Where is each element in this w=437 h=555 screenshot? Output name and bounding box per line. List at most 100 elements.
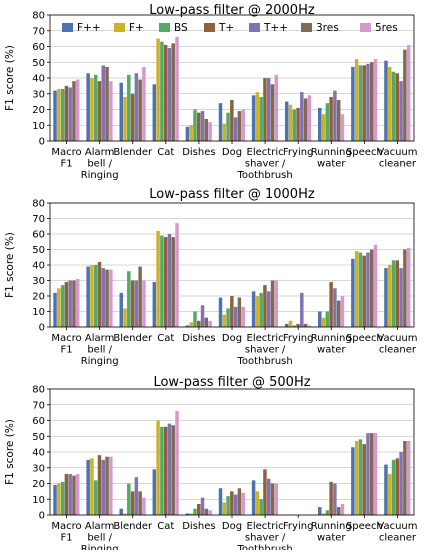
legend-label: F+ <box>129 22 144 34</box>
bar-F+ <box>222 314 227 327</box>
bar-T+ <box>395 73 400 141</box>
bar-T+ <box>97 455 102 515</box>
y-tick-label: 50 <box>32 58 45 69</box>
y-tick-label: 20 <box>32 105 45 116</box>
x-tick-label-line: bell / <box>87 533 112 544</box>
y-axis-label: F1 score (%) <box>4 45 16 111</box>
bar-5res <box>109 269 113 327</box>
x-tick-label-line: cleaner <box>379 533 417 544</box>
bar-5res <box>175 411 179 515</box>
bar-T++ <box>333 90 337 141</box>
bar-T++ <box>167 423 172 515</box>
bar-3res <box>138 491 142 515</box>
x-tick-label-line: Frying <box>283 521 314 532</box>
bar-BS <box>60 481 65 515</box>
bar-T+ <box>395 260 400 327</box>
y-axis-label: F1 score (%) <box>4 232 16 298</box>
x-tick-label-line: Dog <box>222 147 242 158</box>
bar-F+ <box>288 320 293 327</box>
bar-5res <box>208 122 212 141</box>
bar-5res <box>208 510 212 515</box>
bar-F++ <box>251 480 256 515</box>
bar-5res <box>307 95 312 141</box>
bar-T++ <box>333 483 337 515</box>
bar-3res <box>171 237 175 327</box>
bar-3res <box>237 488 242 515</box>
bar-F+ <box>288 104 293 141</box>
y-tick-label: 40 <box>32 448 45 459</box>
y-tick-label: 30 <box>32 276 45 287</box>
bar-F+ <box>189 322 193 327</box>
bar-F+ <box>222 123 227 141</box>
y-tick-label: 80 <box>32 385 45 396</box>
bar-F++ <box>251 95 256 141</box>
bar-BS <box>259 96 263 141</box>
bar-5res <box>241 306 245 327</box>
bar-T+ <box>64 282 69 327</box>
bar-3res <box>403 249 407 327</box>
bar-3res <box>270 84 275 141</box>
x-tick-label-line: Speech <box>346 333 383 344</box>
x-tick-label: Cat <box>157 147 174 158</box>
bar-5res <box>274 74 279 141</box>
bar-T++ <box>134 477 139 515</box>
bar-BS <box>358 439 363 515</box>
bar-BS <box>226 496 230 515</box>
bar-T+ <box>130 491 135 515</box>
x-tick-label: Macro F1 <box>51 333 81 356</box>
bar-T+ <box>362 65 366 141</box>
bar-T++ <box>101 459 106 515</box>
bar-5res <box>340 114 345 141</box>
bar-3res <box>138 266 142 327</box>
bar-5res <box>175 223 179 327</box>
x-tick-label: Vacuum cleaner <box>377 147 417 170</box>
bar-3res <box>403 440 407 515</box>
bar-F++ <box>284 323 289 327</box>
bar-BS <box>93 265 98 327</box>
x-tick-label: Running water <box>311 333 352 356</box>
bar-T++ <box>366 433 370 515</box>
x-tick-label: Dog <box>222 147 242 158</box>
bar-F++ <box>351 66 355 141</box>
x-tick-label: Dog <box>222 521 242 532</box>
bar-F++ <box>218 103 223 141</box>
x-tick-label-line: Electric <box>247 147 284 158</box>
x-tick-label: Vacuum cleaner <box>377 333 417 356</box>
y-tick-label: 60 <box>32 230 45 241</box>
x-tick-label-line: shaver / <box>245 159 286 170</box>
bar-T+ <box>64 474 69 515</box>
x-tick-label: Vacuum cleaner <box>377 521 417 544</box>
bar-F+ <box>354 59 359 141</box>
x-tick-label-line: Vacuum <box>377 521 417 532</box>
bar-5res <box>76 278 80 327</box>
bar-T++ <box>399 81 403 141</box>
x-tick-label-line: Frying <box>283 147 314 158</box>
bar-BS <box>358 252 363 327</box>
bar-F+ <box>57 288 61 327</box>
bar-BS <box>93 480 98 515</box>
bar-5res <box>76 79 80 141</box>
legend-swatch <box>62 23 73 32</box>
bar-5res <box>208 320 212 327</box>
x-tick-label: Cat <box>157 521 174 532</box>
x-tick-label-line: Alarm <box>85 147 114 158</box>
bar-T++ <box>200 497 205 515</box>
bar-BS <box>325 510 330 515</box>
bar-F++ <box>318 311 322 327</box>
legend-swatch <box>360 23 371 32</box>
bar-3res <box>303 323 308 327</box>
x-tick-label-line: Speech <box>346 147 383 158</box>
y-tick-label: 30 <box>32 463 45 474</box>
bar-5res <box>142 66 146 141</box>
x-tick-label: Frying <box>283 147 314 158</box>
bar-5res <box>274 280 279 327</box>
y-tick-label: 30 <box>32 89 45 100</box>
bar-T+ <box>263 469 267 515</box>
bar-F++ <box>351 447 355 515</box>
bar-BS <box>193 508 197 515</box>
bar-F++ <box>152 84 157 141</box>
bar-T++ <box>134 280 139 327</box>
x-tick-label: Dishes <box>182 147 215 158</box>
x-tick-label: Blender <box>113 521 153 532</box>
